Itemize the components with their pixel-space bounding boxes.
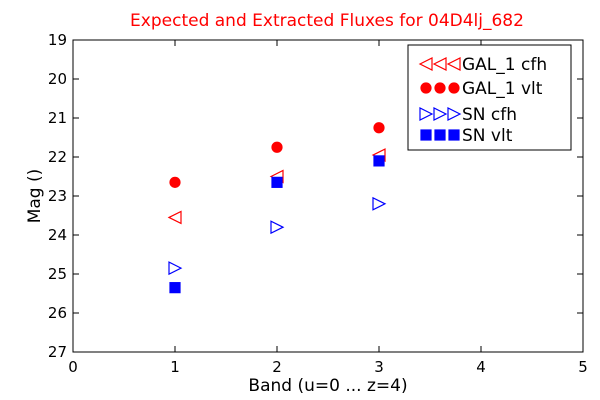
data-point — [372, 196, 387, 211]
chart-title: Expected and Extracted Fluxes for 04D4lj… — [130, 11, 524, 31]
legend-marker — [433, 107, 448, 121]
data-point — [167, 210, 182, 225]
legend-marker — [432, 57, 447, 71]
legend-label: SN cfh — [462, 105, 517, 125]
x-tick-label: 4 — [476, 358, 486, 376]
y-tick-label: 22 — [48, 148, 67, 166]
legend-label: SN vlt — [462, 126, 513, 146]
legend-marker — [448, 129, 460, 141]
legend-marker — [419, 107, 434, 121]
y-tick-label: 19 — [48, 31, 67, 49]
data-marks — [167, 122, 387, 294]
legend-label: GAL_1 cfh — [462, 55, 547, 75]
x-tick-label: 5 — [578, 358, 588, 376]
data-point — [373, 155, 385, 167]
data-point — [373, 122, 385, 134]
y-tick-label: 23 — [48, 187, 67, 205]
legend-marker — [420, 82, 432, 94]
legend-marker — [448, 82, 460, 94]
legend-label: GAL_1 vlt — [462, 79, 543, 99]
y-tick-label: 25 — [48, 265, 67, 283]
x-tick-label: 0 — [68, 358, 78, 376]
y-tick-label: 24 — [48, 226, 67, 244]
x-tick-label: 2 — [272, 358, 282, 376]
y-tick-label: 27 — [48, 343, 67, 361]
y-tick-label: 20 — [48, 70, 67, 88]
y-tick-label: 26 — [48, 304, 67, 322]
legend-marker — [434, 129, 446, 141]
x-tick-label: 3 — [374, 358, 384, 376]
data-point — [270, 220, 285, 235]
data-point — [169, 282, 181, 294]
data-point — [168, 261, 183, 276]
legend-marker — [434, 82, 446, 94]
data-point — [169, 176, 181, 188]
legend-marker — [446, 57, 461, 71]
data-point — [271, 141, 283, 153]
legend-marker — [447, 107, 462, 121]
legend-marker — [420, 129, 432, 141]
x-tick-label: 1 — [170, 358, 180, 376]
y-tick-label: 21 — [48, 109, 67, 127]
legend-marker — [418, 57, 433, 71]
data-point — [271, 176, 283, 188]
x-axis-label: Band (u=0 ... z=4) — [248, 376, 407, 396]
y-axis-label: Mag () — [25, 169, 45, 224]
